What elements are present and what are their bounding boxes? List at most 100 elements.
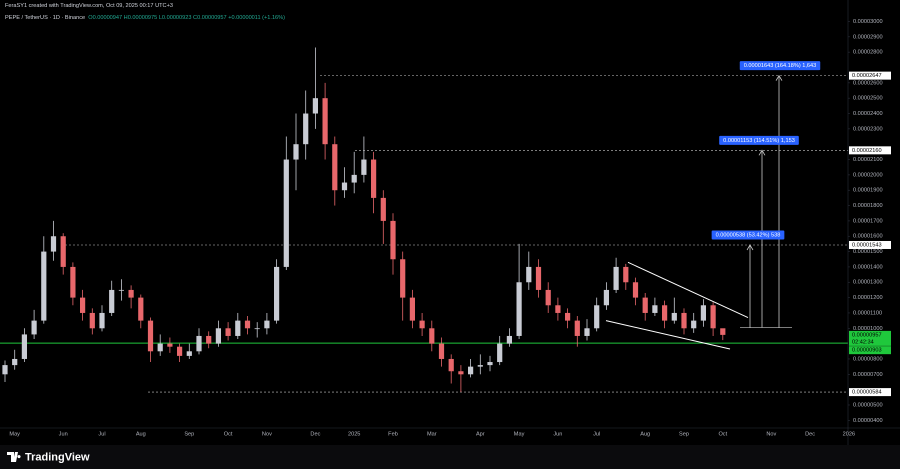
x-tick-label: 2026 xyxy=(843,431,855,437)
candle-body xyxy=(196,335,202,352)
candle-body xyxy=(31,320,37,335)
candle-body xyxy=(623,266,629,283)
candle-body xyxy=(167,343,173,347)
level-label: 0.00002160 xyxy=(852,148,882,154)
candle-body xyxy=(118,289,124,291)
measure-box xyxy=(711,230,785,240)
candle-body xyxy=(429,328,435,344)
y-tick-label: 0.00002600 xyxy=(853,80,883,86)
candle-body xyxy=(60,236,66,267)
candle-body xyxy=(380,197,386,221)
y-tick-label: 0.00001100 xyxy=(853,310,882,316)
candle-body xyxy=(671,312,677,321)
candle-body xyxy=(506,335,512,344)
candle-body xyxy=(632,282,639,298)
symbol-line: PEPE / TetherUS · 1D · Binance O0.000009… xyxy=(5,15,285,21)
candle-body xyxy=(594,305,600,329)
y-tick-label: 0.00001400 xyxy=(853,264,883,270)
candle-body xyxy=(128,289,134,298)
candle-body xyxy=(322,98,328,145)
x-tick-label: Mar xyxy=(427,431,437,437)
x-tick-label: Oct xyxy=(224,431,233,437)
arrow-head xyxy=(758,149,766,156)
candle-body xyxy=(147,320,154,352)
level-label-box xyxy=(849,71,891,80)
y-tick-label: 0.00001800 xyxy=(853,203,883,209)
countdown: 02:42:34 xyxy=(852,339,874,345)
candle-body xyxy=(2,365,8,375)
y-tick-label: 0.00002500 xyxy=(853,96,883,102)
measure-box xyxy=(719,135,799,145)
candle-body xyxy=(80,297,86,313)
candle-body xyxy=(351,174,357,183)
y-tick-label: 0.00001700 xyxy=(853,218,883,224)
x-tick-label: May xyxy=(9,431,20,437)
plot: 0.00001643 (164.18%) 1,643 0.00001153 (11… xyxy=(0,47,848,393)
y-tick-label: 0.00000500 xyxy=(853,402,883,408)
y-tick-label: 0.00001600 xyxy=(853,234,883,240)
candle-body xyxy=(458,371,464,375)
y-tick-label: 0.00002800 xyxy=(853,50,883,56)
level-label-box xyxy=(849,240,891,249)
ohlc: O0.00000947 H0.00000975 L0.00000923 C0.0… xyxy=(88,15,285,21)
candle-body xyxy=(390,220,396,260)
candle-body xyxy=(332,144,338,191)
candle-body xyxy=(613,266,619,290)
level-label-box xyxy=(849,146,891,155)
y-tick-label: 0.00002100 xyxy=(853,157,883,163)
level-label: 0.00001543 xyxy=(852,242,882,248)
candle-body xyxy=(603,289,609,306)
candle-body xyxy=(438,343,445,359)
candle-body xyxy=(70,266,76,298)
candle-body xyxy=(303,113,309,145)
candle-body xyxy=(244,320,251,329)
candle-body xyxy=(400,259,406,298)
level-label: 0.00000584 xyxy=(852,390,882,396)
last-price-box xyxy=(849,330,891,346)
candle-body xyxy=(516,282,522,336)
x-tick-label: Sep xyxy=(184,431,194,437)
level-label: 0.00002647 xyxy=(852,73,882,79)
x-tick-label: Jul xyxy=(593,431,600,437)
candle-body xyxy=(177,346,183,356)
candle-body xyxy=(535,266,542,290)
candle-body xyxy=(662,305,668,321)
candle-body xyxy=(371,159,377,198)
x-tick-label: May xyxy=(514,431,525,437)
candle-body xyxy=(341,182,348,191)
candle-body xyxy=(235,320,241,336)
x-tick-label: Oct xyxy=(718,431,727,437)
candle-body xyxy=(21,334,27,359)
measure-label: 0.00000538 (53.42%) 538 xyxy=(716,232,781,238)
candle-body xyxy=(468,366,474,375)
y-tick-label: 0.00001200 xyxy=(853,295,883,301)
candle-body xyxy=(109,289,115,313)
x-tick-label: Nov xyxy=(766,431,776,437)
candle-body xyxy=(264,320,270,329)
candle-body xyxy=(497,343,503,363)
candle-body xyxy=(681,312,687,329)
support-label: 0.00000903 xyxy=(852,348,882,354)
y-tick-label: 0.00002900 xyxy=(853,34,883,40)
x-tick-label: Nov xyxy=(262,431,272,437)
x-tick-label: Sep xyxy=(679,431,689,437)
candle-body xyxy=(642,297,648,313)
x-tick-label: Dec xyxy=(310,431,320,437)
candle-body xyxy=(312,98,318,114)
trendline xyxy=(627,261,749,319)
y-tick-label: 0.00001300 xyxy=(853,280,883,286)
candle-body xyxy=(526,266,532,283)
candle-body xyxy=(574,320,580,336)
candle-body xyxy=(274,266,280,321)
candle-body xyxy=(361,159,367,175)
y-tick-label: 0.00003000 xyxy=(853,19,883,25)
x-tick-label: Jun xyxy=(553,431,562,437)
candle-body xyxy=(215,328,221,344)
candle-body xyxy=(720,328,726,335)
x-tick-label: Jun xyxy=(59,431,68,437)
x-tick-label: Apr xyxy=(476,431,485,437)
x-tick-label: 2025 xyxy=(348,431,360,437)
candle-body xyxy=(89,312,95,329)
